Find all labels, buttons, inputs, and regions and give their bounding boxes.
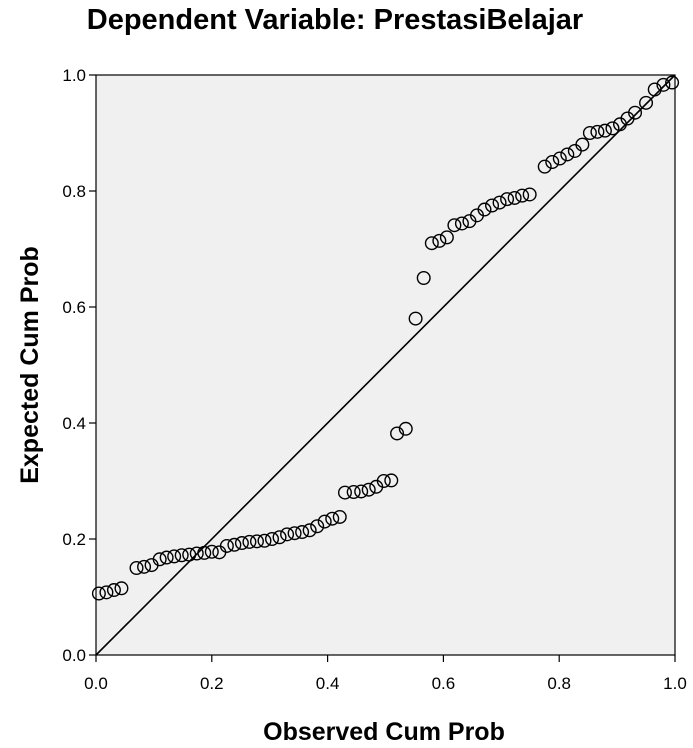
x-tick-label: 0.4 bbox=[316, 674, 340, 693]
data-point bbox=[159, 550, 174, 565]
x-tick-label: 1.0 bbox=[663, 674, 687, 693]
data-point bbox=[424, 236, 439, 251]
data-point bbox=[432, 233, 447, 248]
data-point bbox=[545, 154, 560, 169]
data-point bbox=[242, 534, 257, 549]
data-point bbox=[582, 125, 597, 140]
x-tick-label: 0.8 bbox=[547, 674, 571, 693]
data-point bbox=[477, 202, 492, 217]
data-point bbox=[332, 509, 347, 524]
data-point bbox=[398, 421, 413, 436]
x-tick-label: 0.6 bbox=[432, 674, 456, 693]
x-axis-title: Observed Cum Prob bbox=[263, 718, 505, 746]
y-tick-label: 0.8 bbox=[62, 182, 86, 201]
data-point bbox=[639, 95, 654, 110]
data-point bbox=[376, 474, 391, 489]
data-point bbox=[325, 511, 340, 526]
data-point bbox=[647, 82, 662, 97]
data-point bbox=[361, 482, 376, 497]
data-point bbox=[129, 561, 144, 576]
data-point bbox=[106, 583, 121, 598]
data-point bbox=[492, 195, 507, 210]
data-point bbox=[537, 159, 552, 174]
data-point bbox=[99, 585, 114, 600]
data-point bbox=[219, 538, 234, 553]
data-point bbox=[310, 519, 325, 534]
data-point bbox=[265, 532, 280, 547]
data-point bbox=[346, 485, 361, 500]
data-point bbox=[204, 544, 219, 559]
data-point bbox=[454, 216, 469, 231]
y-tick-label: 0.2 bbox=[62, 530, 86, 549]
data-point bbox=[197, 545, 212, 560]
data-point bbox=[337, 485, 352, 500]
data-point bbox=[507, 190, 522, 205]
x-tick-label: 0.2 bbox=[200, 674, 224, 693]
data-point bbox=[249, 534, 264, 549]
data-point bbox=[665, 75, 680, 90]
y-tick-label: 0.6 bbox=[62, 298, 86, 317]
data-point bbox=[167, 549, 182, 564]
data-point bbox=[384, 473, 399, 488]
data-point bbox=[575, 137, 590, 152]
data-point bbox=[152, 552, 167, 567]
data-point bbox=[174, 548, 189, 563]
data-point bbox=[280, 527, 295, 542]
data-point bbox=[590, 124, 605, 139]
data-point bbox=[257, 533, 272, 548]
y-tick-label: 0.4 bbox=[62, 414, 86, 433]
data-point bbox=[522, 187, 537, 202]
data-point bbox=[552, 151, 567, 166]
data-point bbox=[227, 537, 242, 552]
data-point bbox=[182, 547, 197, 562]
data-point bbox=[439, 230, 454, 245]
data-point bbox=[287, 526, 302, 541]
data-point bbox=[416, 271, 431, 286]
data-point bbox=[515, 188, 530, 203]
x-tick-label: 0.0 bbox=[84, 674, 108, 693]
data-point bbox=[597, 123, 612, 138]
data-point bbox=[234, 536, 249, 551]
data-point bbox=[295, 525, 310, 540]
data-point bbox=[605, 121, 620, 136]
data-point bbox=[408, 311, 423, 326]
data-point bbox=[560, 147, 575, 162]
y-tick-label: 1.0 bbox=[62, 66, 86, 85]
y-tick-label: 0.0 bbox=[62, 646, 86, 665]
data-point bbox=[500, 192, 515, 207]
data-point bbox=[317, 514, 332, 529]
data-point bbox=[91, 586, 106, 601]
data-point bbox=[656, 77, 671, 92]
data-point bbox=[628, 105, 643, 120]
data-point bbox=[447, 218, 462, 233]
data-point bbox=[272, 530, 287, 545]
chart-title: Dependent Variable: PrestasiBelajar bbox=[86, 4, 584, 36]
data-point bbox=[189, 546, 204, 561]
y-axis-title: Expected Cum Prob bbox=[16, 246, 44, 484]
data-point bbox=[137, 559, 152, 574]
data-point bbox=[485, 198, 500, 213]
data-point bbox=[354, 484, 369, 499]
data-point bbox=[302, 523, 317, 538]
data-point bbox=[114, 581, 129, 596]
data-point bbox=[390, 426, 405, 441]
